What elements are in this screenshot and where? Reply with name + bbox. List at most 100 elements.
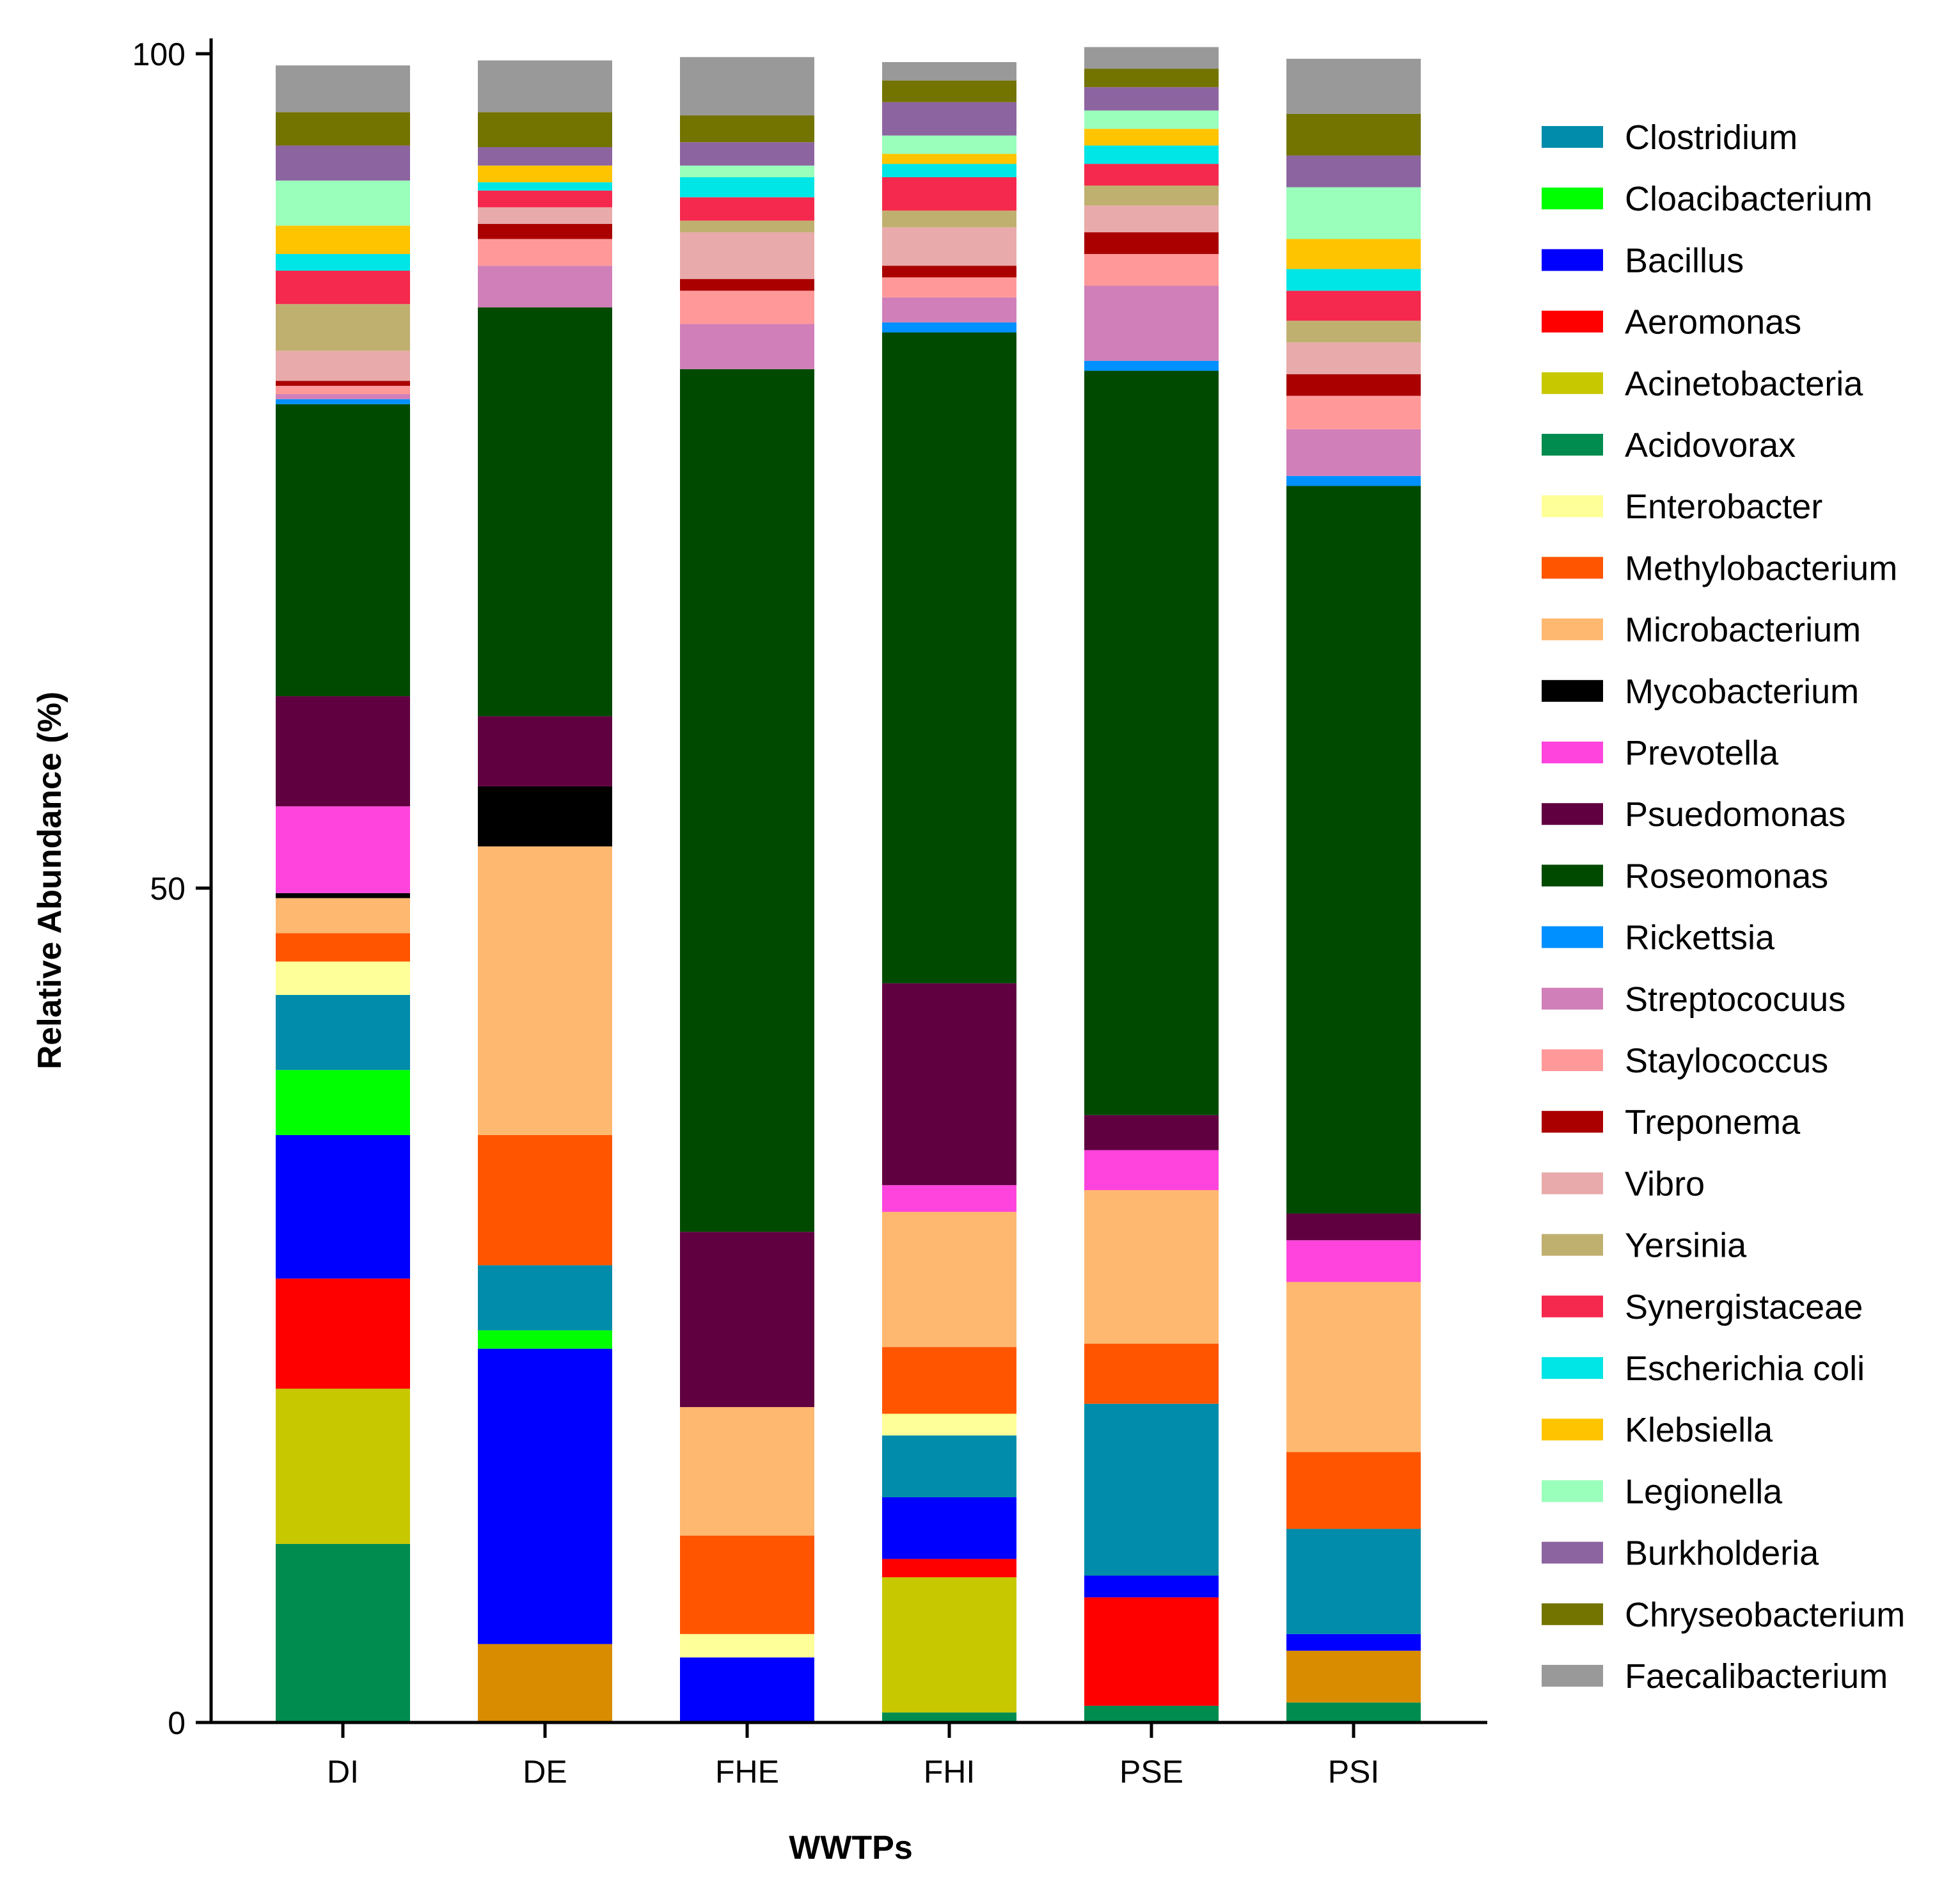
legend-swatch-acinetobacteria [1542, 372, 1603, 394]
bar-segment-fhi-escherichia-coli [882, 164, 1016, 177]
legend-swatch-chryseobacterium [1542, 1603, 1603, 1625]
legend-swatch-streptococuus [1542, 987, 1603, 1010]
bar-segment-psi-prevotella [1286, 1240, 1421, 1282]
y-ticks-group: 0 50 100 [132, 36, 211, 1741]
bar-segment-de-psuedomonas [478, 716, 612, 786]
legend-swatch-clostridium [1542, 126, 1603, 148]
bar-segment-pse-aeromonas [1084, 1597, 1219, 1706]
bar-segment-pse-synergistaceae [1084, 164, 1219, 186]
bar-segment-de-escherichia-coli [478, 182, 612, 191]
y-tick-label-100: 100 [132, 36, 186, 72]
bar-segment-psi-psuedomonas [1286, 1213, 1421, 1241]
bar-segment-de-klebsiella [478, 165, 612, 182]
legend-label-faecalibacterium: Faecalibacterium [1625, 1657, 1888, 1696]
legend-swatch-roseomonas [1542, 864, 1603, 887]
y-tick-label-50: 50 [150, 871, 186, 907]
legend-label-roseomonas: Roseomonas [1625, 857, 1828, 895]
bar-segment-de-methylobacterium [478, 1134, 612, 1266]
bar-segment-psi-streptococuus [1286, 429, 1421, 476]
bar-segment-di-legionella [276, 180, 410, 226]
bar-segment-di-psuedomonas [276, 696, 410, 807]
bar-segment-psi-vibro [1286, 342, 1421, 374]
legend-swatch-cloacibacterium [1542, 187, 1603, 210]
legend-label-acinetobacteria: Acinetobacteria [1625, 365, 1863, 403]
bar-segment-fhi-staylococcus [882, 277, 1016, 298]
legend-label-methylobacterium: Methylobacterium [1625, 549, 1897, 587]
bar-segment-di-cloacibacterium [276, 1070, 410, 1135]
legend-label-escherichia-coli: Escherichia coli [1625, 1349, 1865, 1388]
bar-segment-psi-yersinia [1286, 321, 1421, 343]
bar-segment-de-roseomonas [478, 307, 612, 717]
bar-segment-fhe-burkholderia [680, 142, 814, 166]
bar-segment-psi-klebsiella [1286, 239, 1421, 269]
x-tick-label-di: DI [327, 1754, 359, 1790]
bar-segment-pse-chryseobacterium [1084, 68, 1219, 88]
axes-group [209, 38, 1487, 1724]
bar-segment-de-faecalibacterium [478, 60, 612, 113]
legend-swatch-yersinia [1542, 1234, 1603, 1256]
bar-segment-de-burkholderia [478, 147, 612, 166]
bar-segment-fhi-rickettsia [882, 322, 1016, 333]
legend-swatch-treponema [1542, 1111, 1603, 1133]
legend-label-burkholderia: Burkholderia [1625, 1534, 1819, 1573]
x-tick-label-fhe: FHE [715, 1754, 779, 1790]
legend-label-yersinia: Yersinia [1625, 1227, 1747, 1265]
legend-swatch-aeromonas [1542, 310, 1603, 333]
bar-segment-pse-methylobacterium [1084, 1343, 1219, 1404]
bar-segment-fhe-yersinia [680, 220, 814, 233]
bar-segment-pse-treponema [1084, 232, 1219, 254]
bar-segment-di-clostridium [276, 994, 410, 1070]
legend-label-rickettsia: Rickettsia [1625, 919, 1775, 957]
bars-group [276, 47, 1421, 1722]
bar-segment-pse-clostridium [1084, 1403, 1219, 1576]
bar-segment-di-escherichia-coli [276, 253, 410, 271]
legend-swatch-bacillus [1542, 249, 1603, 271]
bar-segment-di-bacillus [276, 1134, 410, 1279]
bar-segment-di-methylobacterium [276, 933, 410, 962]
bar-segment-psi-rickettsia [1286, 475, 1421, 486]
bar-segment-pse-roseomonas [1084, 370, 1219, 1115]
bar-segment-fhi-enterobacter [882, 1413, 1016, 1436]
bar-segment-di-enterobacter [276, 961, 410, 995]
x-axis-title: WWTPs [789, 1829, 913, 1866]
bar-segment-pse-faecalibacterium [1084, 47, 1219, 69]
bar-segment-psi-synergistaceae [1286, 290, 1421, 321]
legend-swatch-burkholderia [1542, 1541, 1603, 1564]
legend-swatch-psuedomonas [1542, 803, 1603, 825]
legend-label-klebsiella: Klebsiella [1625, 1411, 1773, 1449]
bar-segment-pse-microbacterium [1084, 1190, 1219, 1344]
bar-segment-de-cloacibacterium [478, 1330, 612, 1349]
bar-segment-fhe-faecalibacterium [680, 57, 814, 116]
bar-segment-di-microbacterium [276, 898, 410, 934]
bar-segment-fhi-microbacterium [882, 1211, 1016, 1348]
x-tick-label-de: DE [523, 1754, 567, 1790]
legend-label-microbacterium: Microbacterium [1625, 611, 1861, 649]
legend-swatch-rickettsia [1542, 926, 1603, 948]
bar-segment-psi-treponema [1286, 374, 1421, 396]
bar-segment-pse-psuedomonas [1084, 1115, 1219, 1150]
legend: Clostridium Cloacibacterium Bacillus Aeromo… [1542, 118, 1905, 1696]
legend-swatch-synergistaceae [1542, 1295, 1603, 1317]
bar-segment-de-treponema [478, 224, 612, 239]
x-tick-label-fhi: FHI [924, 1754, 976, 1790]
bar-segment-fhe-streptococuus [680, 324, 814, 369]
bar-segment-fhe-vibro [680, 232, 814, 280]
legend-label-bacillus: Bacillus [1625, 241, 1744, 280]
bar-segment-pse-rickettsia [1084, 360, 1219, 371]
legend-swatch-enterobacter [1542, 495, 1603, 518]
bar-segment-pse-burkholderia [1084, 87, 1219, 111]
bar-segment-de-misc-orange [478, 1644, 612, 1722]
legend-swatch-mycobacterium [1542, 680, 1603, 702]
bar-segment-pse-staylococcus [1084, 253, 1219, 286]
bar-segment-fhe-escherichia-coli [680, 177, 814, 198]
bar-segment-psi-escherichia-coli [1286, 269, 1421, 291]
bar-segment-pse-prevotella [1084, 1150, 1219, 1191]
bar-segment-di-vibro [276, 351, 410, 381]
bar-segment-fhi-roseomonas [882, 332, 1016, 983]
legend-label-streptococuus: Streptococuus [1625, 980, 1845, 1019]
bar-segment-di-faecalibacterium [276, 65, 410, 113]
bar-segment-pse-escherichia-coli [1084, 145, 1219, 164]
bar-segment-psi-misc-orange [1286, 1650, 1421, 1703]
bar-segment-psi-bacillus [1286, 1634, 1421, 1651]
bar-segment-di-klebsiella [276, 225, 410, 254]
